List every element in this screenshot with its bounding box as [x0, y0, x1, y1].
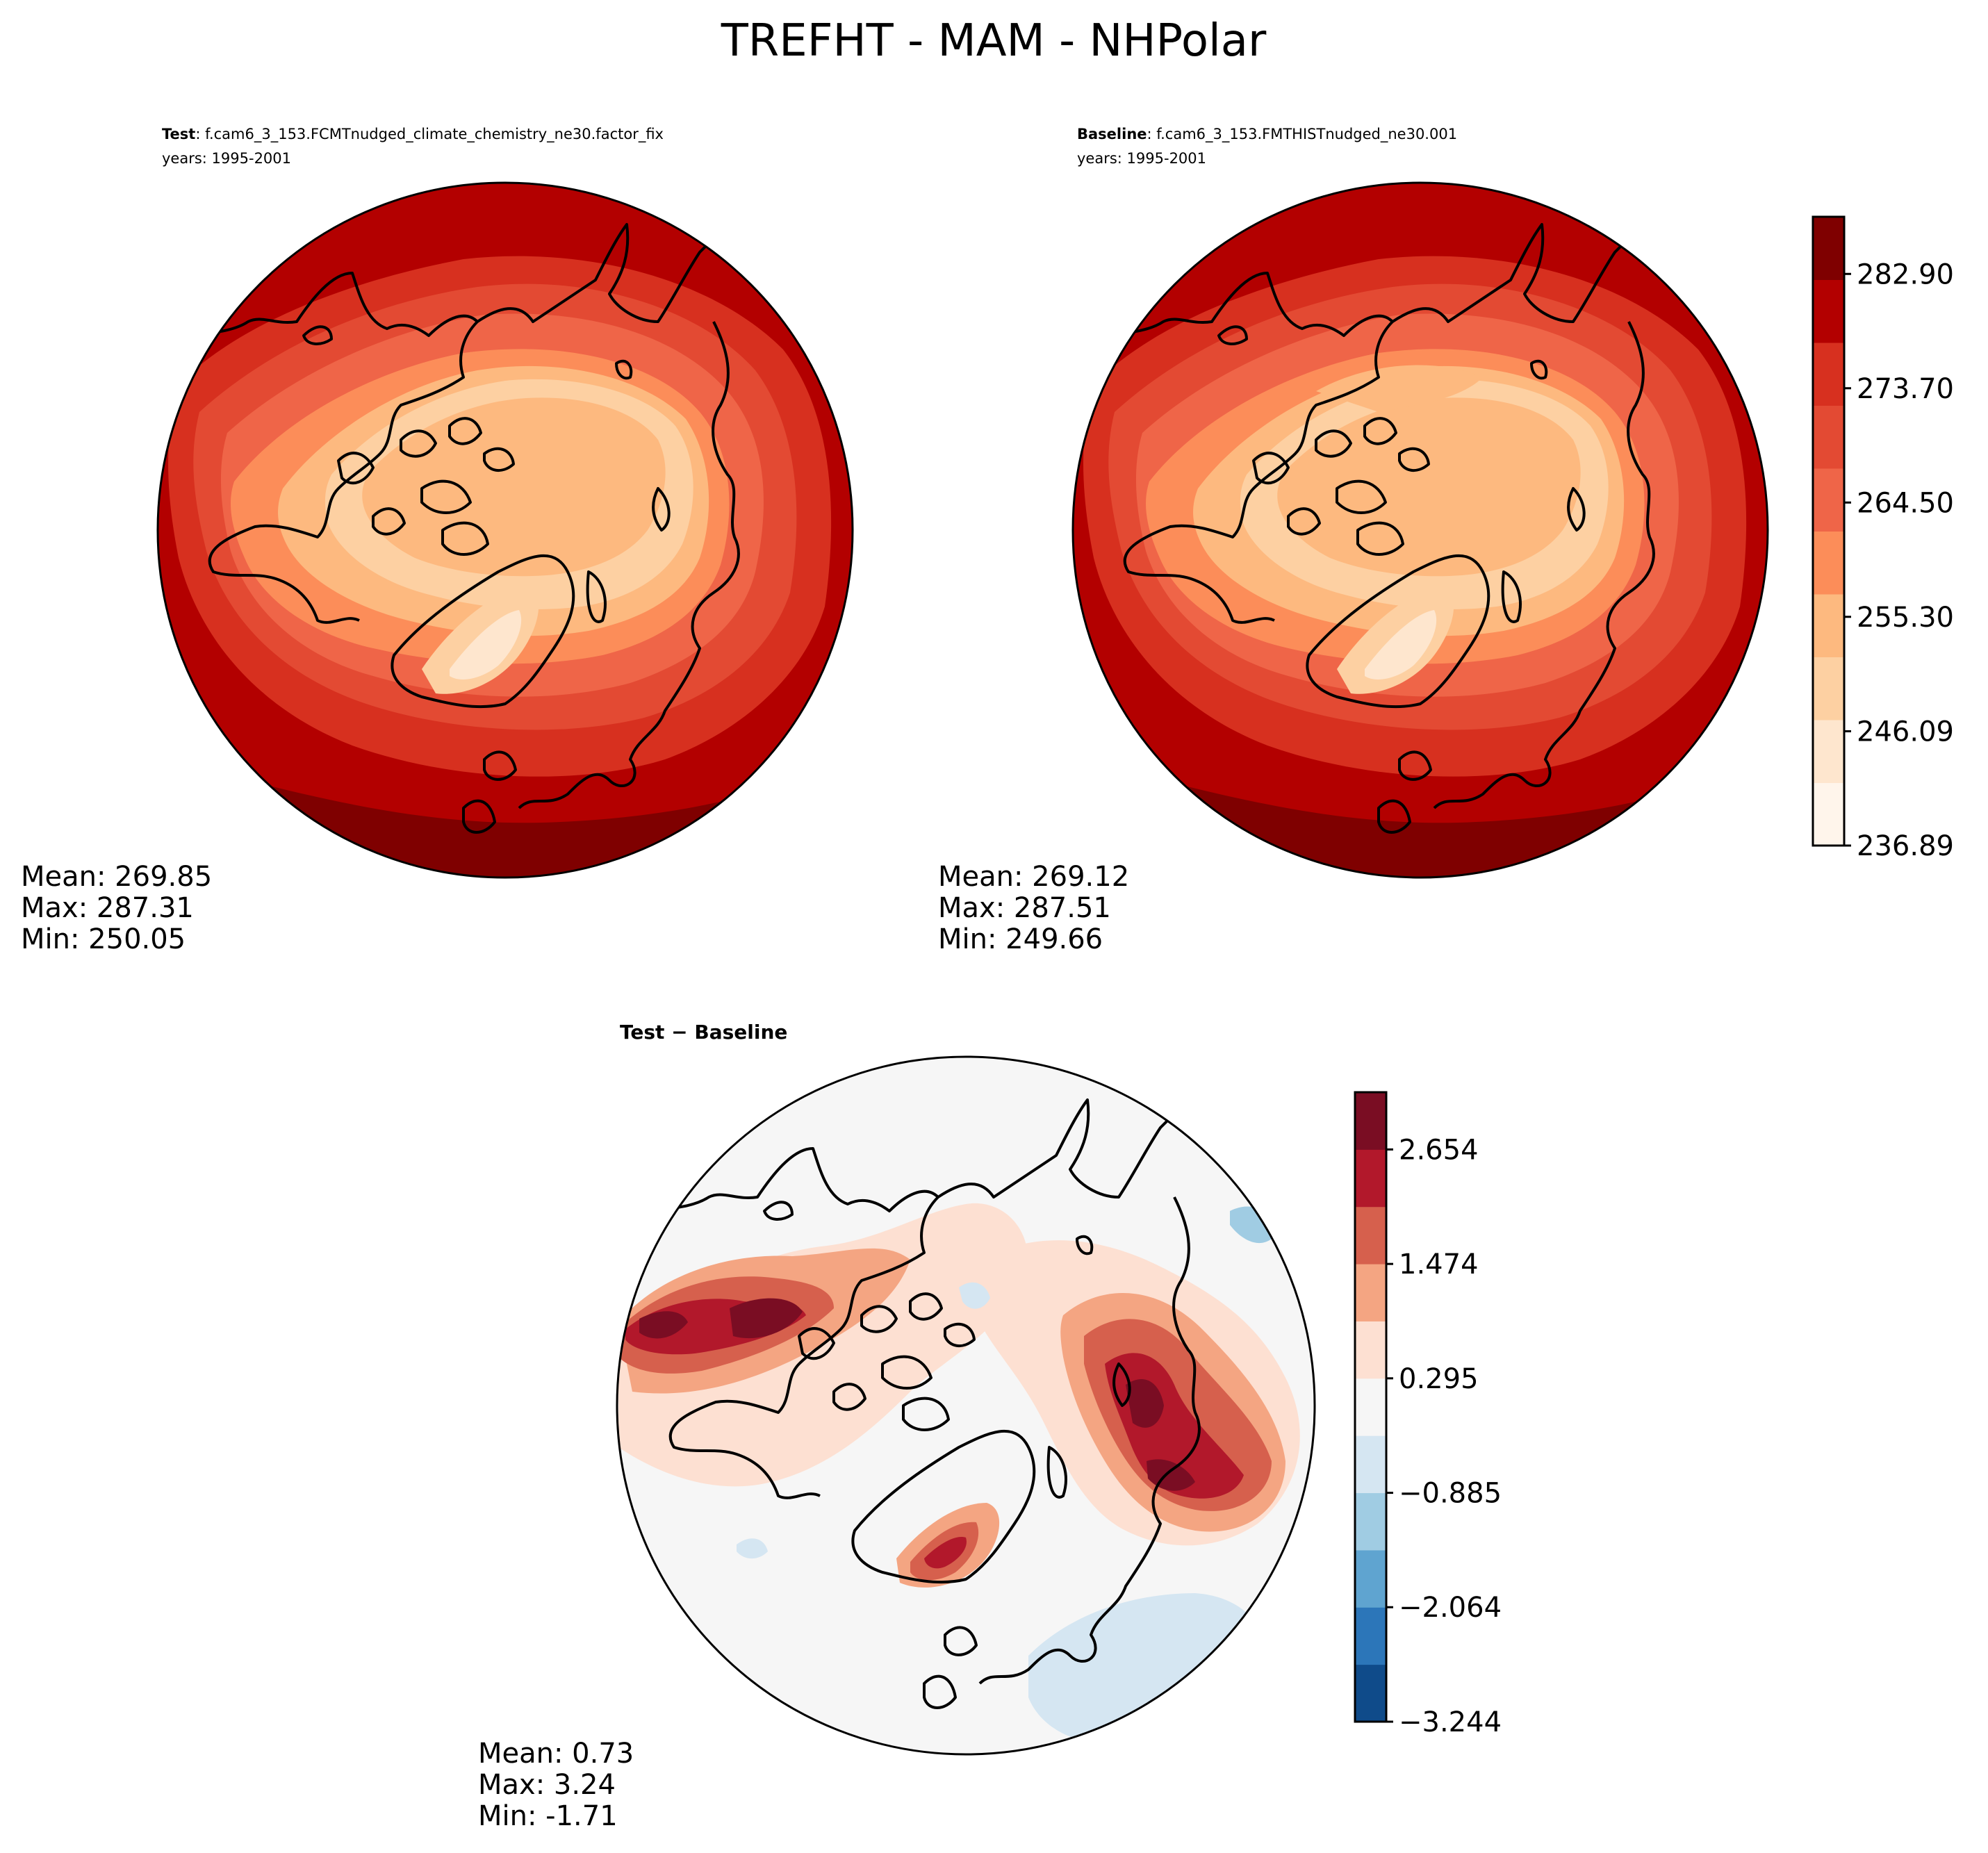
difference-colorbar-tick-label: 2.654	[1399, 1134, 1479, 1166]
absolute-colorbar-tick-label: 246.09	[1857, 716, 1954, 748]
difference-min: Min: -1.71	[478, 1800, 618, 1832]
absolute-colorbar-segment	[1813, 217, 1844, 280]
difference-colorbar-segment	[1355, 1149, 1386, 1208]
test-label-bold: Test	[162, 126, 195, 142]
difference-colorbar-tick-label: −3.244	[1399, 1706, 1502, 1738]
absolute-colorbar-tick-label: 264.50	[1857, 487, 1954, 519]
baseline-label-rest: : f.cam6_3_153.FMTHISTnudged_ne30.001	[1147, 126, 1458, 143]
difference-colorbar-segment	[1355, 1492, 1386, 1551]
baseline-min: Min: 249.66	[938, 923, 1103, 955]
difference-colorbar-segment	[1355, 1664, 1386, 1722]
absolute-colorbar-segment	[1813, 594, 1844, 657]
baseline-label-bold: Baseline	[1077, 126, 1147, 142]
difference-colorbar-frame	[1354, 1091, 1388, 1723]
difference-colorbar-tick-label: −2.064	[1399, 1592, 1502, 1624]
absolute-colorbar-tick-label: 236.89	[1857, 830, 1954, 862]
difference-colorbar-tick-label: −0.885	[1399, 1478, 1502, 1510]
difference-colorbar-segment	[1355, 1206, 1386, 1265]
test-label-rest: : f.cam6_3_153.FCMTnudged_climate_chemis…	[195, 126, 664, 143]
absolute-colorbar-segment	[1813, 782, 1844, 846]
absolute-colorbar-tick-label: 282.90	[1857, 258, 1954, 290]
absolute-colorbar-segment	[1813, 657, 1844, 720]
absolute-colorbar-segment	[1813, 405, 1844, 469]
test-map-boundary	[156, 181, 854, 879]
baseline-panel: Baseline: f.cam6_3_153.FMTHISTnudged_ne3…	[938, 126, 1769, 955]
difference-colorbar-segment	[1355, 1378, 1386, 1436]
test-years: years: 1995-2001	[162, 150, 291, 167]
baseline-map	[1073, 183, 1768, 878]
difference-colorbar: −3.244 −2.064 −0.885 0.295 1.474 2.654	[1354, 1091, 1502, 1738]
absolute-colorbar-segment	[1813, 343, 1844, 406]
difference-max: Max: 3.24	[478, 1769, 616, 1801]
test-panel-label: Test: f.cam6_3_153.FCMTnudged_climate_ch…	[162, 126, 664, 143]
absolute-colorbar-tick-label: 255.30	[1857, 602, 1954, 634]
difference-colorbar-tick-label: 1.474	[1399, 1249, 1479, 1280]
test-mean: Mean: 269.85	[21, 861, 212, 893]
baseline-mean: Mean: 269.12	[938, 861, 1129, 893]
difference-panel: Test − Baseline Mean: 0.73 Max: 3.24 Min…	[478, 1021, 1316, 1832]
difference-panel-label: Test − Baseline	[620, 1021, 787, 1044]
absolute-colorbar-segment	[1813, 279, 1844, 343]
absolute-colorbar-frame	[1812, 215, 1846, 847]
baseline-map-boundary	[1071, 181, 1769, 879]
baseline-years: years: 1995-2001	[1077, 150, 1206, 167]
absolute-colorbar-tick-label: 273.70	[1857, 373, 1954, 405]
test-max: Max: 287.31	[21, 892, 194, 924]
difference-map-boundary	[616, 1055, 1316, 1756]
difference-colorbar-segment	[1355, 1549, 1386, 1608]
baseline-panel-label: Baseline: f.cam6_3_153.FMTHISTnudged_ne3…	[1077, 126, 1457, 143]
difference-colorbar-segment	[1355, 1607, 1386, 1665]
difference-colorbar-segment	[1355, 1435, 1386, 1494]
difference-colorbar-segment	[1355, 1264, 1386, 1321]
difference-colorbar-segment	[1355, 1092, 1386, 1150]
difference-colorbar-segment	[1355, 1321, 1386, 1379]
absolute-colorbar: 236.89 246.09 255.30 264.50 273.70 282.90	[1812, 215, 1954, 862]
absolute-colorbar-segment	[1813, 468, 1844, 532]
test-panel: Test: f.cam6_3_153.FCMTnudged_climate_ch…	[21, 126, 854, 955]
test-min: Min: 250.05	[21, 923, 186, 955]
figure-title: TREFHT - MAM - NHPolar	[721, 15, 1267, 67]
baseline-max: Max: 287.51	[938, 892, 1111, 924]
difference-map	[617, 1057, 1315, 1754]
absolute-colorbar-segment	[1813, 720, 1844, 783]
difference-colorbar-tick-label: 0.295	[1399, 1363, 1479, 1395]
difference-mean: Mean: 0.73	[478, 1738, 634, 1770]
test-map	[158, 183, 853, 878]
absolute-colorbar-segment	[1813, 531, 1844, 595]
